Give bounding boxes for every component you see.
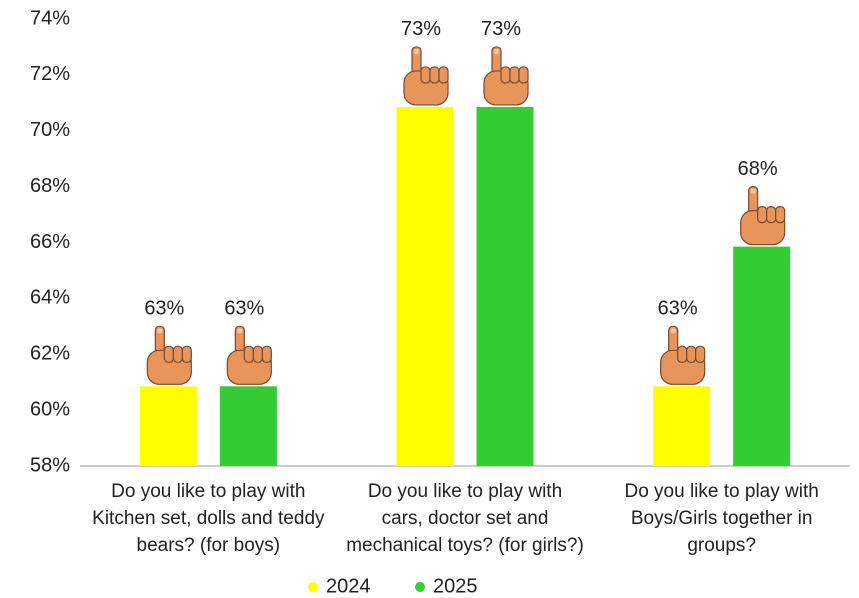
legend-label: 2025 bbox=[433, 575, 478, 597]
hand-knuckle bbox=[757, 206, 768, 224]
hand-knuckle bbox=[775, 206, 786, 224]
hand-knuckle bbox=[518, 66, 529, 84]
hand-icon bbox=[226, 325, 272, 385]
hand-knuckle bbox=[420, 66, 431, 84]
y-tick-label: 72% bbox=[30, 63, 70, 85]
hand-knuckle bbox=[252, 345, 263, 363]
bar bbox=[733, 246, 791, 466]
y-tick-label: 70% bbox=[30, 119, 70, 141]
hand-knuckle bbox=[766, 206, 777, 224]
data-label: 73% bbox=[401, 18, 441, 40]
hand-nail bbox=[750, 188, 756, 194]
bar bbox=[139, 386, 197, 466]
data-label: 73% bbox=[481, 18, 521, 40]
hand-icon bbox=[146, 325, 192, 385]
hand-knuckle bbox=[438, 66, 449, 84]
hand-nail bbox=[237, 328, 243, 334]
y-tick-label: 58% bbox=[30, 454, 70, 476]
hand-knuckle bbox=[181, 345, 192, 363]
hand-icon bbox=[740, 186, 786, 246]
hand-knuckle bbox=[163, 345, 174, 363]
y-tick-label: 64% bbox=[30, 287, 70, 309]
data-label: 63% bbox=[658, 298, 698, 320]
hand-knuckle bbox=[172, 345, 183, 363]
hand-nail bbox=[414, 48, 419, 54]
hand-icon bbox=[660, 325, 706, 385]
hand-nail bbox=[494, 48, 499, 54]
x-tick-label: Do you like to play with cars, doctor se… bbox=[346, 481, 584, 556]
bar bbox=[476, 106, 534, 466]
hand-knuckle bbox=[500, 66, 511, 84]
hand-knuckle bbox=[695, 345, 706, 363]
hand-knuckle bbox=[686, 345, 697, 363]
data-label: 63% bbox=[144, 298, 184, 320]
data-label: 68% bbox=[738, 158, 778, 180]
bar bbox=[219, 386, 277, 466]
y-tick-label: 74% bbox=[30, 7, 70, 29]
hand-nail bbox=[670, 328, 676, 334]
legend-marker bbox=[308, 582, 318, 592]
x-tick-label: Do you like to play with Boys/Girls toge… bbox=[624, 481, 819, 556]
x-tick-label: Do you like to play with Kitchen set, do… bbox=[92, 481, 325, 556]
hand-knuckle bbox=[243, 345, 254, 363]
hand-knuckle bbox=[261, 345, 272, 363]
legend-label: 2024 bbox=[326, 575, 371, 597]
bar bbox=[396, 106, 454, 466]
hand-knuckle bbox=[429, 66, 440, 84]
y-tick-label: 68% bbox=[30, 175, 70, 197]
bar bbox=[653, 386, 711, 466]
y-tick-label: 60% bbox=[30, 398, 70, 420]
hand-icon bbox=[403, 46, 449, 106]
hand-icon bbox=[483, 46, 529, 106]
y-tick-label: 62% bbox=[30, 343, 70, 365]
legend-marker bbox=[415, 582, 425, 592]
hand-knuckle bbox=[509, 66, 520, 84]
hand-knuckle bbox=[677, 345, 688, 363]
hand-nail bbox=[157, 328, 163, 334]
y-tick-label: 66% bbox=[30, 231, 70, 253]
data-label: 63% bbox=[224, 298, 264, 320]
